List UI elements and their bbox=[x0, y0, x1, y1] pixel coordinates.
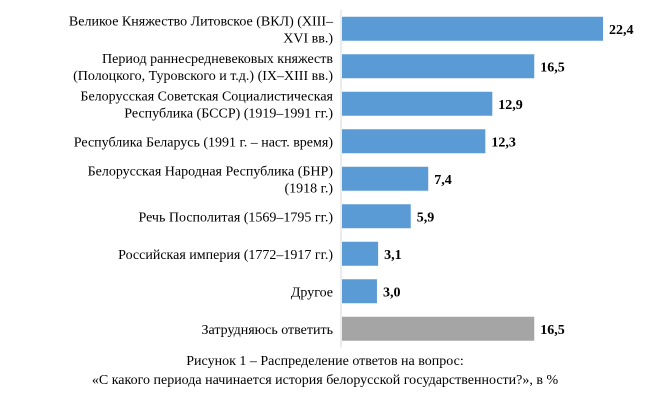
caption-line-2: «С какого периода начинается история бел… bbox=[91, 373, 559, 388]
value-label-6: 5,9 bbox=[417, 210, 435, 225]
category-label-3-line-1: Белорусская Советская Социалистическая bbox=[80, 89, 333, 104]
category-label-7: Российская империя (1772–1917 гг.) bbox=[118, 248, 333, 263]
caption-line-1: Рисунок 1 – Распределение ответов на воп… bbox=[186, 354, 464, 369]
bar-chart: 22,4 Великое Княжество Литовское (ВКЛ) (X… bbox=[69, 10, 634, 348]
bar-5 bbox=[342, 166, 429, 191]
bar-8 bbox=[342, 279, 377, 304]
category-label-8: Другое bbox=[291, 285, 333, 300]
bar-4 bbox=[342, 129, 486, 154]
category-label-5-line-1: Белорусская Народная Республика (БНР) bbox=[88, 164, 334, 179]
bar-1 bbox=[342, 16, 603, 41]
value-label-9: 16,5 bbox=[540, 323, 565, 338]
category-label-2-line-1: Период раннесредневековых княжеств bbox=[102, 52, 333, 67]
value-label-2: 16,5 bbox=[540, 60, 565, 75]
value-label-8: 3,0 bbox=[383, 285, 401, 300]
bar-7 bbox=[342, 241, 379, 266]
category-label-6: Речь Посполитая (1569–1795 гг.) bbox=[138, 210, 333, 225]
bar-6 bbox=[342, 204, 411, 229]
bar-3 bbox=[342, 91, 493, 116]
value-label-1: 22,4 bbox=[609, 23, 634, 38]
category-label-1-line-1: Великое Княжество Литовское (ВКЛ) (XIII– bbox=[69, 14, 334, 29]
bar-2 bbox=[342, 54, 535, 79]
category-label-4: Республика Беларусь (1991 г. – наст. вре… bbox=[74, 135, 334, 150]
value-label-7: 3,1 bbox=[384, 248, 402, 263]
value-label-5: 7,4 bbox=[434, 173, 452, 188]
category-label-3-line-2: Республика (БССР) (1919–1991 гг.) bbox=[124, 106, 333, 121]
value-label-4: 12,3 bbox=[491, 135, 516, 150]
category-label-9: Затрудняюсь ответить bbox=[202, 323, 334, 338]
category-label-2-line-2: (Полоцкого, Туровского и т.д.) (IX–XIII … bbox=[73, 69, 333, 84]
category-label-1-line-2: XVI вв.) bbox=[283, 31, 333, 46]
value-label-3: 12,9 bbox=[498, 98, 523, 113]
bar-9 bbox=[342, 316, 535, 341]
figure-caption: Рисунок 1 – Распределение ответов на воп… bbox=[0, 352, 650, 390]
category-label-5-line-2: (1918 г.) bbox=[285, 181, 334, 196]
